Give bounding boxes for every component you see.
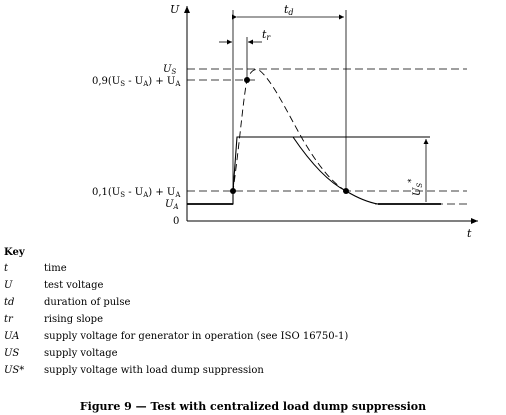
suppressed-pulse: [187, 136, 430, 205]
key-row-t: t time: [4, 260, 504, 277]
key-description: supply voltage with load dump suppressio…: [44, 365, 264, 376]
key-symbol: td: [4, 297, 15, 308]
point-01-start: [230, 188, 236, 194]
us-star-label: US*: [407, 179, 424, 196]
figure-caption: Figure 9 — Test with centralized load du…: [79, 400, 427, 413]
key-symbol: US: [4, 348, 20, 359]
key-description: supply voltage for generator in operatio…: [44, 331, 349, 342]
key-description: time: [44, 263, 67, 274]
ua-level-label: UA: [165, 199, 179, 211]
key-row-us-star: US* supply voltage with load dump suppre…: [4, 362, 504, 379]
key-row-tr: tr rising slope: [4, 311, 504, 328]
original-pulse-curve: [232, 69, 347, 204]
key-description: test voltage: [44, 280, 104, 291]
decay-curve: [292, 136, 379, 205]
key-title: Key: [4, 247, 25, 258]
key-row-us: US supply voltage: [4, 345, 504, 362]
zero-label: 0: [173, 216, 179, 227]
key-symbol: tr: [4, 314, 13, 325]
point-01-end: [343, 188, 349, 194]
us-level-label: US: [163, 64, 176, 76]
key-description: duration of pulse: [44, 297, 131, 308]
key-description: supply voltage: [44, 348, 118, 359]
level-01-label: 0,1(US - UA) + UA: [92, 187, 181, 199]
key-row-ua: UA supply voltage for generator in opera…: [4, 328, 504, 345]
u-axis-label: U: [170, 3, 180, 16]
level-09-label: 0,9(US - UA) + UA: [92, 76, 181, 88]
key-symbol: t: [4, 263, 9, 274]
load-dump-diagram: U t td tr US* US 0,9(US - UA) + UA 0,1(U…: [92, 3, 478, 240]
td-label: td: [284, 3, 294, 17]
key-symbol: U: [4, 280, 13, 291]
t-axis-label: t: [467, 227, 472, 240]
key-symbol: US*: [4, 365, 25, 376]
key-row-td: td duration of pulse: [4, 294, 504, 311]
tr-label: tr: [262, 28, 271, 42]
key-legend: Key t time U test voltage td duration of…: [4, 246, 504, 379]
key-description: rising slope: [44, 314, 103, 325]
point-09: [244, 77, 250, 83]
key-row-u: U test voltage: [4, 277, 504, 294]
key-symbol: UA: [4, 331, 20, 342]
